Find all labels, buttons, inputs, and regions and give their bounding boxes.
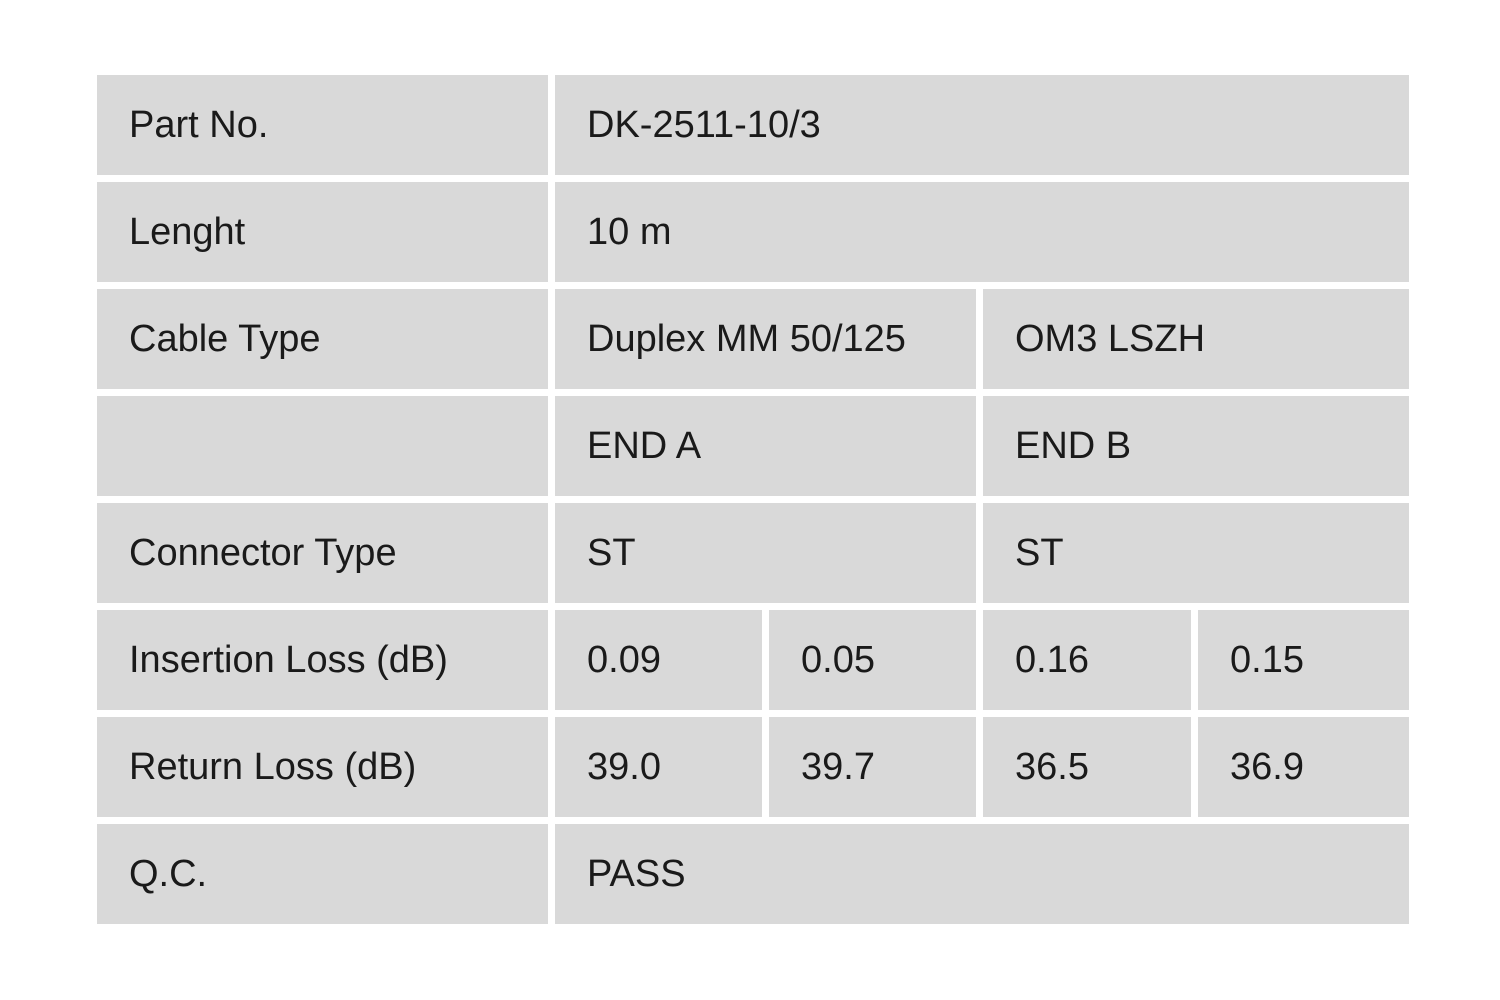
connector-type-label: Connector Type (97, 503, 548, 603)
cable-spec-table: Part No. DK-2511-10/3 Lenght 10 m Cable … (97, 75, 1409, 924)
qc-label: Q.C. (97, 824, 548, 924)
cable-type-label: Cable Type (97, 289, 548, 389)
return-loss-end-a-2: 39.7 (769, 717, 976, 817)
return-loss-label: Return Loss (dB) (97, 717, 548, 817)
end-b-header: END B (983, 396, 1409, 496)
part-no-value: DK-2511-10/3 (555, 75, 1409, 175)
connector-type-end-b: ST (983, 503, 1409, 603)
return-loss-end-b-2: 36.9 (1198, 717, 1409, 817)
length-value: 10 m (555, 182, 1409, 282)
return-loss-end-b-1: 36.5 (983, 717, 1191, 817)
cable-type-value-b: OM3 LSZH (983, 289, 1409, 389)
return-loss-end-a-1: 39.0 (555, 717, 762, 817)
qc-value: PASS (555, 824, 1409, 924)
connector-type-end-a: ST (555, 503, 976, 603)
cable-type-value-a: Duplex MM 50/125 (555, 289, 976, 389)
ends-empty-cell (97, 396, 548, 496)
length-label: Lenght (97, 182, 548, 282)
insertion-loss-end-b-1: 0.16 (983, 610, 1191, 710)
insertion-loss-end-a-1: 0.09 (555, 610, 762, 710)
insertion-loss-end-b-2: 0.15 (1198, 610, 1409, 710)
insertion-loss-end-a-2: 0.05 (769, 610, 976, 710)
end-a-header: END A (555, 396, 976, 496)
insertion-loss-label: Insertion Loss (dB) (97, 610, 548, 710)
part-no-label: Part No. (97, 75, 548, 175)
